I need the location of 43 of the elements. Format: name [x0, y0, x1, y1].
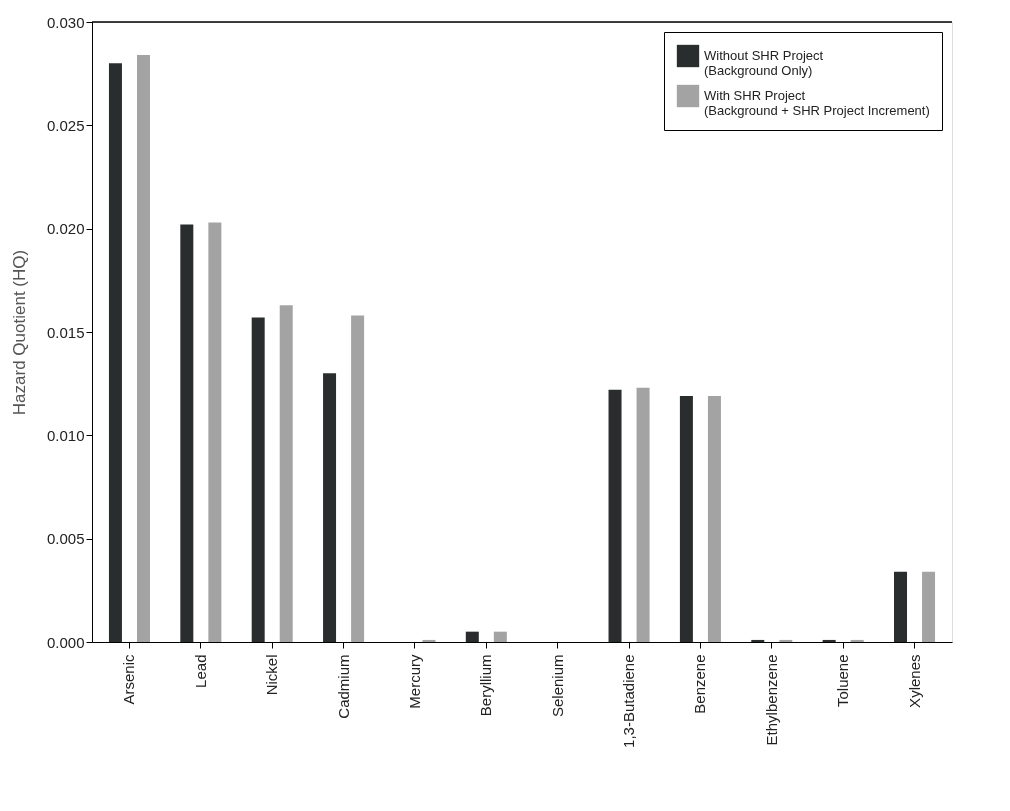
bar [422, 639, 436, 642]
y-tick-label: 0.030 [46, 13, 85, 31]
bar [351, 315, 365, 642]
bar [136, 55, 150, 642]
bar [894, 571, 908, 642]
bar [493, 631, 507, 642]
bar [779, 639, 793, 642]
x-tick-label: Lead [191, 654, 209, 688]
x-tick-label: Mercury [405, 654, 423, 709]
bar [608, 389, 622, 642]
bar [822, 639, 836, 642]
bar [279, 305, 293, 642]
bar [251, 317, 265, 642]
bar [850, 639, 864, 642]
bar [679, 396, 693, 642]
bar [465, 631, 479, 642]
x-tick-label: Nickel [263, 654, 281, 696]
y-tick-label: 0.000 [46, 633, 85, 651]
bar [636, 387, 650, 642]
x-tick-label: Selenium [548, 654, 566, 718]
x-tick-label: Beryllium [477, 654, 495, 717]
bar [208, 222, 222, 642]
bar [922, 571, 936, 642]
y-tick-label: 0.020 [46, 220, 85, 238]
x-tick-label: Toluene [834, 654, 852, 708]
x-tick-label: 1,3-Butadiene [620, 654, 638, 748]
x-tick-label: Xylenes [905, 654, 923, 708]
y-axis-title: Hazard Quotient (HQ) [9, 249, 29, 416]
x-tick-label: Ethylbenzene [762, 654, 780, 746]
x-tick-label: Benzene [691, 654, 709, 714]
x-tick-label: Cadmium [334, 654, 352, 719]
bar [180, 224, 194, 642]
bar [108, 63, 122, 642]
y-tick-label: 0.015 [46, 323, 85, 341]
bar [751, 639, 765, 642]
y-tick-label: 0.005 [46, 530, 85, 548]
y-tick-label: 0.025 [46, 116, 85, 134]
bar [707, 396, 721, 642]
bar [323, 373, 337, 642]
legend-label: With SHR Project (Background + SHR Project Increment) [704, 88, 930, 118]
y-tick-label: 0.010 [46, 426, 85, 444]
x-tick-label: Arsenic [120, 654, 138, 705]
legend-label: Without SHR Project (Background Only) [704, 48, 824, 78]
